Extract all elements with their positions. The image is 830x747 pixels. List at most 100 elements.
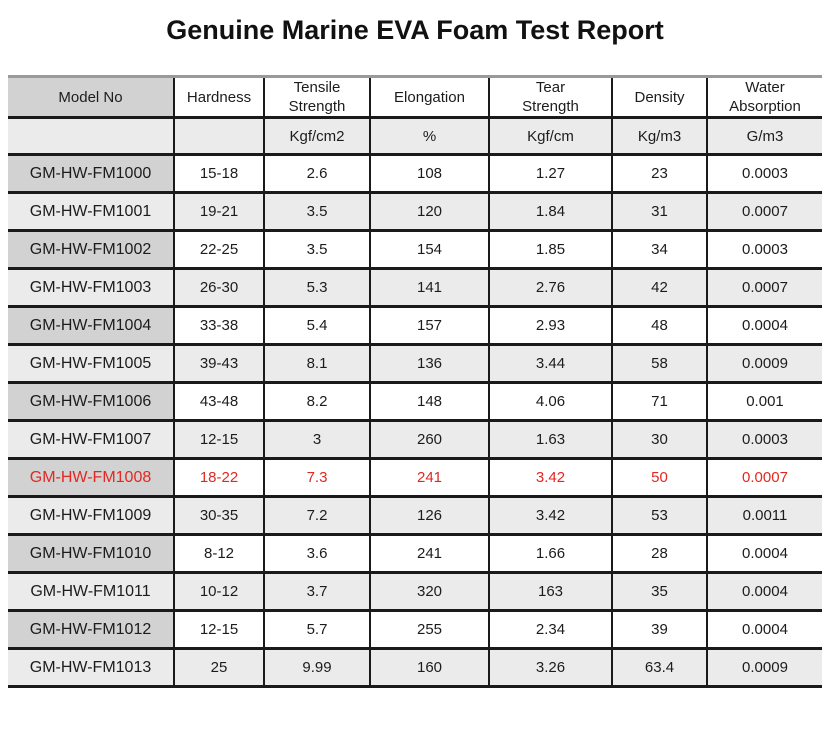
tensile-cell: 7.2	[263, 496, 370, 535]
elongation-cell: 126	[369, 496, 489, 535]
hardness-cell: 18-22	[173, 458, 264, 497]
tear-cell: 2.93	[488, 306, 612, 345]
table-row: GM-HW-FM1000 15-18 2.6 108 1.27 23 0.000…	[8, 154, 822, 193]
water-cell: 0.0007	[706, 192, 822, 231]
density-cell: 30	[611, 420, 707, 459]
water-cell: 0.0004	[706, 572, 822, 611]
table-row: GM-HW-FM1002 22-25 3.5 154 1.85 34 0.000…	[8, 230, 822, 269]
tensile-cell: 5.7	[263, 610, 370, 649]
water-cell: 0.0004	[706, 610, 822, 649]
water-cell: 0.0004	[706, 306, 822, 345]
column-header-water-absorption: Water Absorption	[706, 76, 822, 118]
model-cell: GM-HW-FM1002	[8, 230, 174, 269]
model-cell: GM-HW-FM1007	[8, 420, 174, 459]
tensile-cell: 9.99	[263, 648, 370, 687]
hardness-cell: 8-12	[173, 534, 264, 573]
hardness-cell: 25	[173, 648, 264, 687]
elongation-cell: 160	[369, 648, 489, 687]
model-cell: GM-HW-FM1001	[8, 192, 174, 231]
hardness-cell: 10-12	[173, 572, 264, 611]
unit-cell-tensile: Kgf/cm2	[263, 117, 370, 155]
water-cell: 0.0009	[706, 648, 822, 687]
elongation-cell: 136	[369, 344, 489, 383]
column-header-hardness: Hardness	[173, 76, 264, 118]
hardness-cell: 19-21	[173, 192, 264, 231]
tear-cell: 3.42	[488, 496, 612, 535]
column-header-tear-strength: Tear Strength	[488, 76, 612, 118]
model-cell: GM-HW-FM1010	[8, 534, 174, 573]
water-cell: 0.001	[706, 382, 822, 421]
tear-cell: 2.34	[488, 610, 612, 649]
tensile-cell: 8.1	[263, 344, 370, 383]
table-row: GM-HW-FM1007 12-15 3 260 1.63 30 0.0003	[8, 420, 822, 459]
model-cell: GM-HW-FM1012	[8, 610, 174, 649]
tear-cell: 163	[488, 572, 612, 611]
table-row: GM-HW-FM1003 26-30 5.3 141 2.76 42 0.000…	[8, 268, 822, 307]
unit-cell-tear: Kgf/cm	[488, 117, 612, 155]
tensile-cell: 7.3	[263, 458, 370, 497]
tear-cell: 1.66	[488, 534, 612, 573]
table-row: GM-HW-FM1011 10-12 3.7 320 163 35 0.0004	[8, 572, 822, 611]
page-title: Genuine Marine EVA Foam Test Report	[166, 15, 664, 45]
elongation-cell: 108	[369, 154, 489, 193]
water-cell: 0.0011	[706, 496, 822, 535]
density-cell: 23	[611, 154, 707, 193]
hardness-cell: 12-15	[173, 610, 264, 649]
tear-cell: 3.42	[488, 458, 612, 497]
tensile-cell: 2.6	[263, 154, 370, 193]
water-cell: 0.0004	[706, 534, 822, 573]
density-cell: 48	[611, 306, 707, 345]
column-header-model-no: Model No	[8, 76, 174, 118]
tear-cell: 1.85	[488, 230, 612, 269]
elongation-cell: 260	[369, 420, 489, 459]
density-cell: 39	[611, 610, 707, 649]
model-cell: GM-HW-FM1011	[8, 572, 174, 611]
table-row: GM-HW-FM1008 18-22 7.3 241 3.42 50 0.000…	[8, 458, 822, 497]
unit-cell-elongation: %	[369, 117, 489, 155]
density-cell: 34	[611, 230, 707, 269]
column-header-elongation: Elongation	[369, 76, 489, 118]
density-cell: 63.4	[611, 648, 707, 687]
table-body: GM-HW-FM1000 15-18 2.6 108 1.27 23 0.000…	[8, 154, 822, 687]
table-row: GM-HW-FM1010 8-12 3.6 241 1.66 28 0.0004	[8, 534, 822, 573]
water-cell: 0.0007	[706, 268, 822, 307]
density-cell: 35	[611, 572, 707, 611]
unit-cell-density: Kg/m3	[611, 117, 707, 155]
tensile-cell: 3.5	[263, 192, 370, 231]
water-cell: 0.0009	[706, 344, 822, 383]
density-cell: 42	[611, 268, 707, 307]
tear-cell: 1.84	[488, 192, 612, 231]
test-report-table: Model No Hardness Tensile Strength Elong…	[8, 75, 822, 688]
model-cell: GM-HW-FM1003	[8, 268, 174, 307]
elongation-cell: 241	[369, 534, 489, 573]
unit-cell-hardness	[173, 117, 264, 155]
hardness-cell: 22-25	[173, 230, 264, 269]
header-row: Model No Hardness Tensile Strength Elong…	[8, 76, 822, 118]
elongation-cell: 320	[369, 572, 489, 611]
tear-cell: 3.26	[488, 648, 612, 687]
unit-cell-model	[8, 117, 174, 155]
elongation-cell: 241	[369, 458, 489, 497]
elongation-cell: 157	[369, 306, 489, 345]
tensile-cell: 5.3	[263, 268, 370, 307]
hardness-cell: 43-48	[173, 382, 264, 421]
hardness-cell: 30-35	[173, 496, 264, 535]
table-row: GM-HW-FM1012 12-15 5.7 255 2.34 39 0.000…	[8, 610, 822, 649]
units-row: Kgf/cm2 % Kgf/cm Kg/m3 G/m3	[8, 117, 822, 155]
hardness-cell: 39-43	[173, 344, 264, 383]
tear-cell: 4.06	[488, 382, 612, 421]
model-cell: GM-HW-FM1005	[8, 344, 174, 383]
hardness-cell: 33-38	[173, 306, 264, 345]
hardness-cell: 26-30	[173, 268, 264, 307]
tensile-cell: 8.2	[263, 382, 370, 421]
elongation-cell: 148	[369, 382, 489, 421]
table-row: GM-HW-FM1004 33-38 5.4 157 2.93 48 0.000…	[8, 306, 822, 345]
hardness-cell: 12-15	[173, 420, 264, 459]
density-cell: 53	[611, 496, 707, 535]
model-cell: GM-HW-FM1006	[8, 382, 174, 421]
column-header-density: Density	[611, 76, 707, 118]
elongation-cell: 255	[369, 610, 489, 649]
hardness-cell: 15-18	[173, 154, 264, 193]
water-cell: 0.0003	[706, 230, 822, 269]
